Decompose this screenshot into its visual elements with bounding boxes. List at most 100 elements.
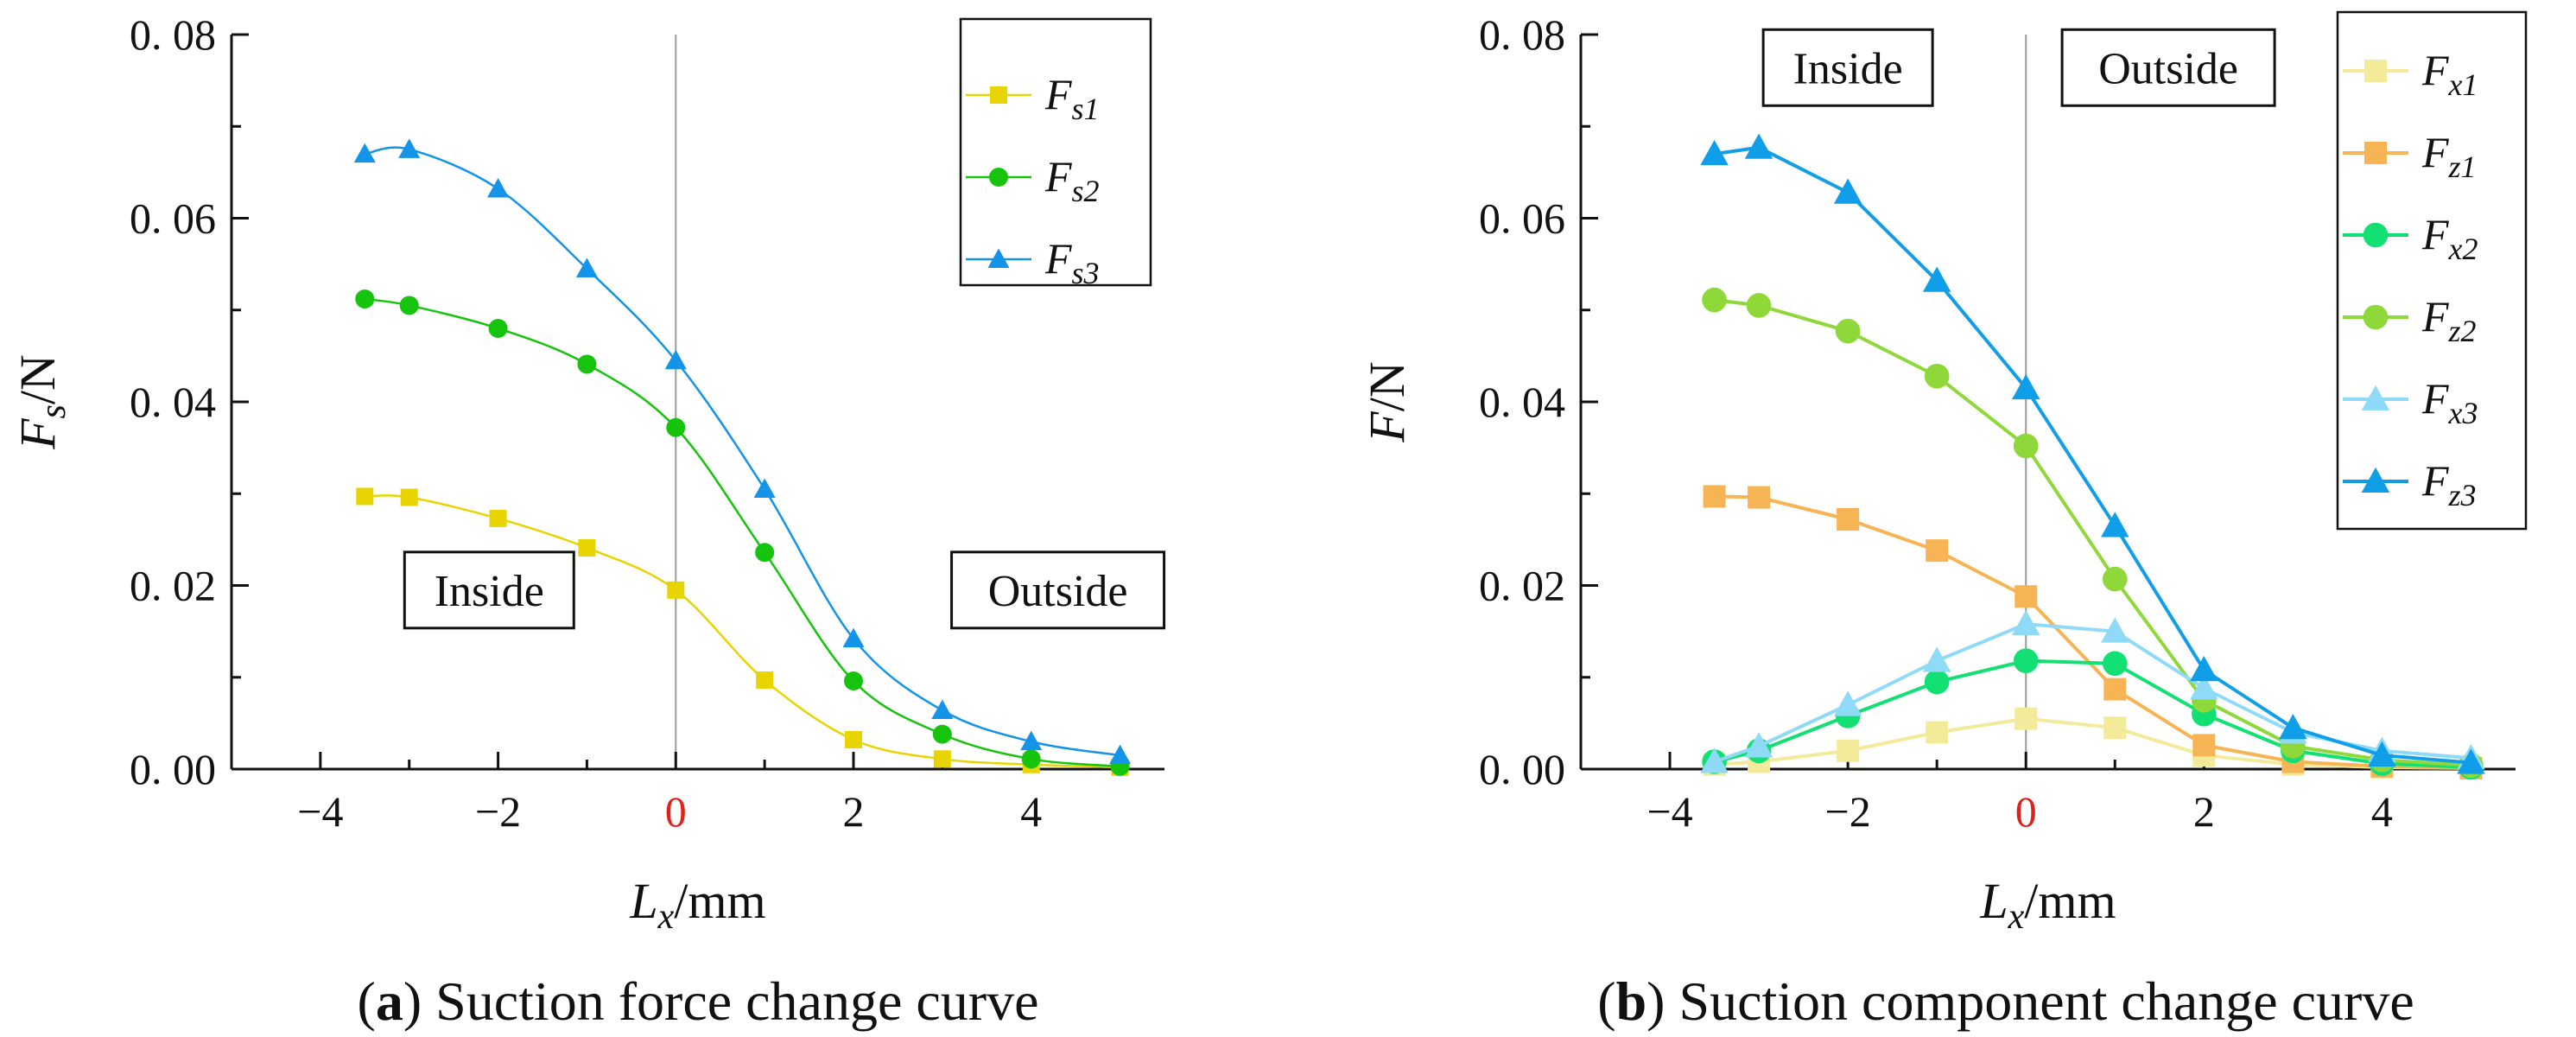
data-point-s2-7	[932, 724, 952, 744]
series-line-s1	[365, 494, 1120, 769]
annotation-frame	[1761, 28, 1934, 107]
legend-marker	[2363, 222, 2389, 248]
legend-label-main: F	[2421, 456, 2449, 505]
data-point-z2-5	[2102, 566, 2128, 592]
y-axis-label-sub: s	[34, 404, 73, 418]
x-axis-label: Lx/mm	[1979, 873, 2116, 937]
data-point-z3-8	[2368, 741, 2396, 767]
data-point-s2-0	[355, 289, 375, 309]
legend-label-sub: z1	[2448, 150, 2477, 184]
data-point-z2-1	[1746, 293, 1772, 318]
legend-marker	[2364, 142, 2387, 164]
legend-label-main: F	[2421, 292, 2449, 340]
data-point-z3-5	[2101, 512, 2129, 538]
x-tick-label: 2	[2193, 787, 2215, 836]
legend-marker	[987, 248, 1010, 268]
annotation-box: Outside	[950, 550, 1166, 630]
annotation-text: Inside	[1793, 44, 1903, 93]
caption-paren: )	[403, 970, 422, 1032]
x-axis-label-sub: x	[2008, 897, 2025, 937]
data-point-z2-3	[1924, 363, 1950, 389]
data-point-z3-1	[1744, 133, 1773, 159]
data-point-z1-4	[2014, 585, 2038, 608]
data-point-z3-0	[1700, 139, 1729, 166]
legend-marker	[2361, 385, 2390, 410]
data-point-z1-2	[1837, 508, 1860, 531]
data-point-s2-8	[1021, 749, 1041, 769]
data-point-s1-7	[933, 750, 951, 768]
legend-entry-s2: Fs2	[966, 152, 1100, 208]
x-tick-label: −4	[297, 787, 343, 836]
data-point-s2-3	[577, 354, 597, 374]
annotation-frame	[2060, 28, 2276, 107]
legend-entry-s3: Fs3	[966, 234, 1100, 290]
data-point-x1-3	[1926, 721, 1949, 744]
data-point-s3-3	[575, 258, 598, 277]
legend-label-sub: s1	[1072, 92, 1100, 126]
data-point-s3-6	[842, 627, 865, 648]
y-axis-label-main: F	[10, 418, 66, 450]
data-point-s1-2	[489, 509, 507, 527]
legend-label-main: F	[2421, 210, 2449, 258]
caption-letter: b	[1616, 970, 1647, 1032]
panel-caption: (a) Suction force change curve	[358, 970, 1039, 1032]
legend-label-sub: x3	[2448, 396, 2478, 430]
y-axis-label-unit: /N	[10, 354, 66, 404]
legend-label-sub: s3	[1072, 256, 1100, 290]
data-point-x3-1	[1744, 732, 1773, 758]
data-point-z1-0	[1703, 485, 1726, 508]
data-point-x3-2	[1833, 690, 1862, 716]
data-point-x3-4	[2011, 609, 2040, 636]
x-tick-label: −4	[1646, 787, 1692, 836]
series-line-z1	[1714, 494, 2471, 770]
data-point-z1-6	[2192, 734, 2216, 757]
y-axis-label-main: F	[1359, 411, 1415, 443]
data-point-s3-8	[1020, 730, 1043, 751]
legend-entry-z1: Fz1	[2343, 128, 2477, 184]
y-tick-label: 0. 08	[130, 10, 216, 59]
legend-label: Fs2	[1044, 152, 1100, 208]
x-tick-label-zero: 0	[2015, 787, 2037, 836]
caption-paren: )	[1646, 970, 1665, 1032]
legend-marker	[2361, 467, 2390, 493]
x-tick-label: −2	[475, 787, 521, 836]
data-point-s2-6	[844, 671, 863, 690]
data-point-z2-4	[2013, 433, 2039, 459]
data-point-s3-5	[753, 478, 776, 498]
series-line-x3	[1713, 622, 2471, 764]
caption-text: Suction component change curve	[1665, 970, 2414, 1032]
legend-label-main: F	[2421, 128, 2449, 176]
y-tick-label: 0. 02	[1479, 562, 1565, 610]
x-tick-label-zero: 0	[665, 787, 687, 836]
data-point-z3-6	[2190, 656, 2218, 682]
series-s3	[353, 138, 1132, 765]
data-point-x3-0	[1700, 748, 1729, 773]
legend-marker	[989, 168, 1008, 187]
annotation-box: Outside	[2060, 28, 2276, 107]
legend-label-sub: x1	[2448, 67, 2478, 102]
y-axis-label: Fs/N	[10, 354, 73, 450]
data-point-s2-1	[399, 296, 419, 315]
legend-entry-x3: Fx3	[2343, 374, 2478, 430]
data-point-s1-0	[356, 487, 374, 506]
y-axis-label: F/N	[1359, 361, 1415, 442]
legend-label-main: F	[2421, 374, 2449, 423]
data-point-s3-9	[1109, 744, 1132, 765]
legend-label: Fz1	[2421, 128, 2477, 184]
legend-entry-x1: Fx1	[2343, 46, 2478, 102]
series-line-z2	[1714, 298, 2471, 767]
data-point-x2-5	[2102, 651, 2128, 677]
caption-letter: a	[376, 970, 403, 1032]
y-tick-label: 0. 02	[130, 562, 216, 610]
data-point-x2-3	[1924, 669, 1950, 695]
legend-label: Fx2	[2421, 210, 2478, 266]
series-line-s3	[365, 146, 1120, 757]
annotation-text: Outside	[988, 567, 1128, 616]
caption-paren: (	[1597, 970, 1615, 1032]
legend-label-main: F	[1044, 70, 1072, 118]
data-point-s1-3	[578, 538, 596, 557]
caption-paren: (	[358, 970, 376, 1032]
legend-label-main: F	[1044, 234, 1072, 283]
x-axis-label-unit: /mm	[2024, 873, 2116, 929]
